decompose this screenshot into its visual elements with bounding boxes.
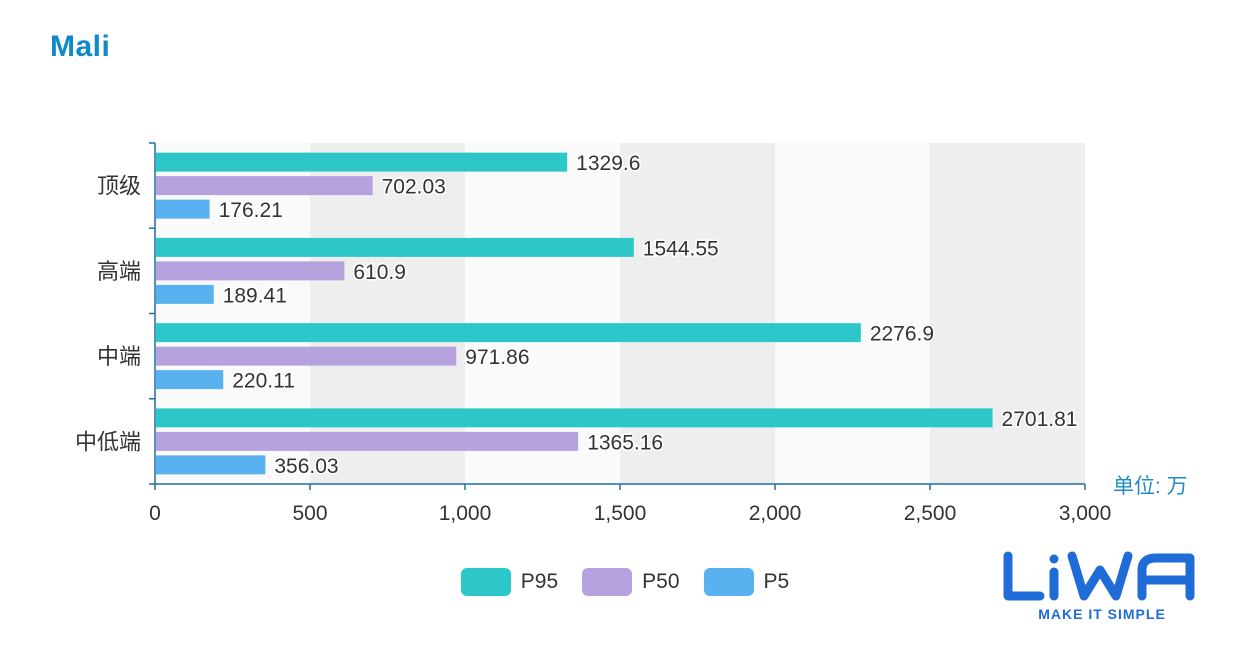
bar-p95: [156, 152, 568, 172]
bar-p95: [156, 237, 634, 257]
legend-swatch: [460, 568, 511, 596]
x-tick-label: 0: [149, 502, 161, 525]
y-category-label: 顶级: [97, 175, 141, 200]
bar-value-label: 2701.81: [1002, 408, 1078, 431]
x-tick-label: 2,000: [749, 502, 802, 525]
y-category-label: 高端: [97, 260, 141, 285]
bar-value-label: 176.21: [219, 199, 283, 222]
bar-p5: [156, 199, 210, 219]
legend: P95 P50 P5: [0, 568, 1250, 596]
legend-label: P95: [520, 570, 559, 593]
liwa-logo-mark: [1003, 551, 1195, 601]
bar-value-label: 610.9: [353, 261, 406, 284]
bar-value-label: 702.03: [382, 176, 446, 199]
bar-value-label: 1365.16: [587, 431, 663, 454]
bar-p50: [156, 176, 373, 196]
bar-value-label: 220.11: [232, 370, 295, 393]
bar-p50: [156, 346, 457, 366]
bar-p50: [156, 431, 579, 451]
legend-label: P5: [763, 570, 790, 593]
bar-value-label: 1329.6: [576, 152, 640, 175]
bar-p5: [156, 370, 224, 390]
liwa-logo: MAKE IT SIMPLE: [1000, 550, 1205, 630]
bar-p5: [156, 455, 266, 475]
bar-value-label: 1544.55: [643, 237, 719, 260]
bar-p95: [156, 408, 993, 428]
grid-band: [775, 143, 930, 484]
legend-swatch: [582, 568, 633, 596]
legend-item-p5[interactable]: P5: [703, 568, 790, 596]
legend-item-p95[interactable]: P95: [460, 568, 559, 596]
bar-p50: [156, 261, 345, 281]
chart-title: Mali: [50, 30, 111, 63]
x-tick-label: 500: [292, 502, 327, 525]
bar-value-label: 356.03: [274, 455, 338, 478]
bar-p95: [156, 323, 861, 343]
bar-value-label: 971.86: [465, 346, 529, 369]
grid-band: [930, 143, 1085, 484]
y-category-label: 中低端: [75, 430, 141, 455]
bar-p5: [156, 284, 214, 304]
legend-label: P50: [642, 570, 680, 593]
unit-label: 单位: 万: [1113, 475, 1188, 498]
x-tick-label: 1,500: [594, 502, 647, 525]
y-category-label: 中端: [97, 345, 141, 370]
legend-swatch: [703, 568, 754, 596]
bar-value-label: 189.41: [223, 284, 287, 307]
bar-value-label: 2276.9: [870, 323, 934, 346]
logo-tagline: MAKE IT SIMPLE: [1038, 606, 1166, 622]
x-tick-label: 1,000: [439, 502, 492, 525]
x-tick-label: 3,000: [1059, 502, 1112, 525]
x-tick-label: 2,500: [904, 502, 957, 525]
legend-item-p50[interactable]: P50: [582, 568, 680, 596]
